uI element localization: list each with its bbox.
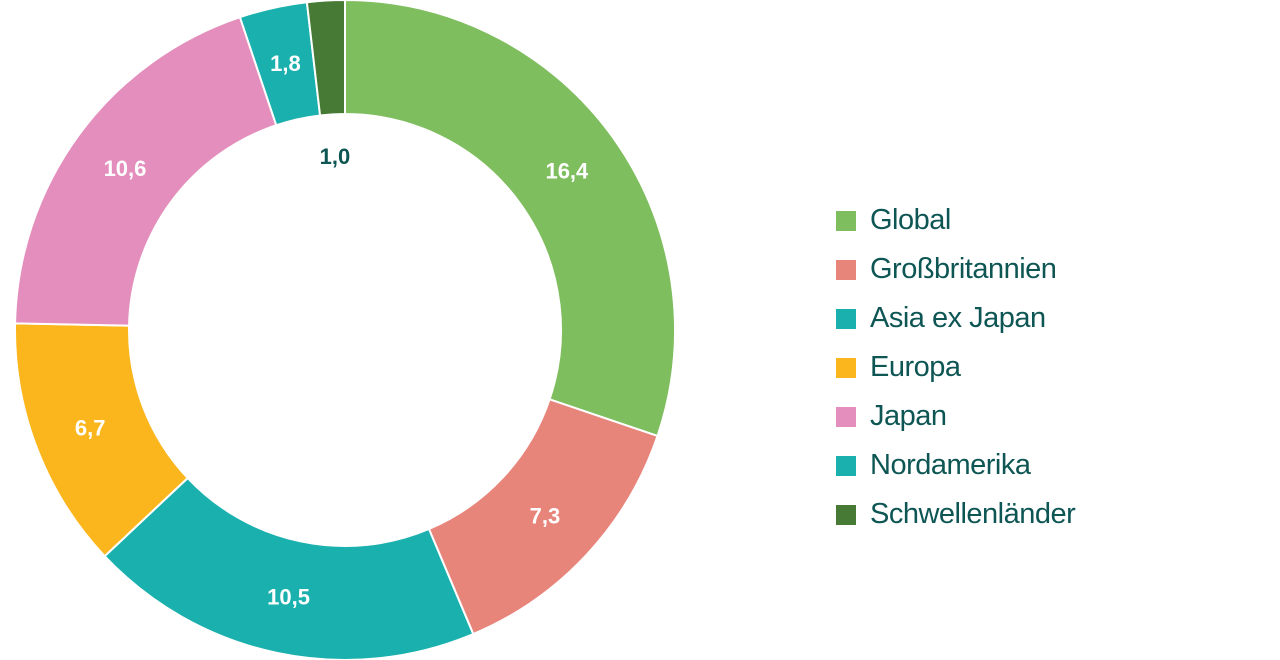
legend-item: Schwellenländer — [836, 490, 1076, 539]
legend-swatch — [836, 504, 856, 525]
legend-swatch — [836, 210, 856, 231]
legend-label: Global — [870, 204, 951, 236]
legend-item: Japan — [836, 392, 1075, 441]
donut-svg: 16,4 7,3 10,5 6,7 10,6 1,8 1,0 — [14, 0, 676, 660]
slice-schwellenländer — [305, 0, 346, 117]
legend-swatch — [836, 406, 856, 427]
data-label-europa: 6,7 — [75, 416, 106, 441]
legend-item: Europa — [836, 343, 1075, 392]
legend-label: Großbritannien — [870, 253, 1057, 285]
legend-swatch — [836, 357, 856, 378]
data-label-asia-ex-japan: 1,8 — [270, 51, 301, 76]
legend-item: Global — [836, 196, 1075, 245]
legend-item: Asia ex Japan — [836, 294, 1075, 343]
legend-label: Schwellenländer — [870, 498, 1076, 530]
donut-chart: 16,4 7,3 10,5 6,7 10,6 1,8 1,0 — [14, 0, 676, 660]
slice-global — [344, 0, 676, 438]
chart-legend: Global Großbritannien Asia ex Japan Europa J… — [836, 196, 1076, 539]
legend-label: Europa — [870, 351, 961, 383]
legend-item: Großbritannien — [836, 245, 1075, 294]
data-label-großbritannien: 7,3 — [530, 503, 561, 528]
legend-swatch — [836, 259, 856, 280]
data-label-global: 16,4 — [545, 158, 589, 183]
legend-swatch — [836, 308, 856, 329]
legend-item: Nordamerika — [836, 441, 1075, 490]
legend-label: Japan — [870, 400, 947, 432]
legend-swatch — [836, 455, 856, 476]
legend-label: Nordamerika — [870, 449, 1031, 481]
data-label-nordamerika: 10,5 — [267, 585, 310, 610]
legend-label: Asia ex Japan — [870, 302, 1046, 334]
data-label-japan: 10,6 — [104, 156, 147, 181]
data-label-schwellenländer: 1,0 — [320, 144, 351, 169]
slice-japan — [14, 15, 278, 327]
